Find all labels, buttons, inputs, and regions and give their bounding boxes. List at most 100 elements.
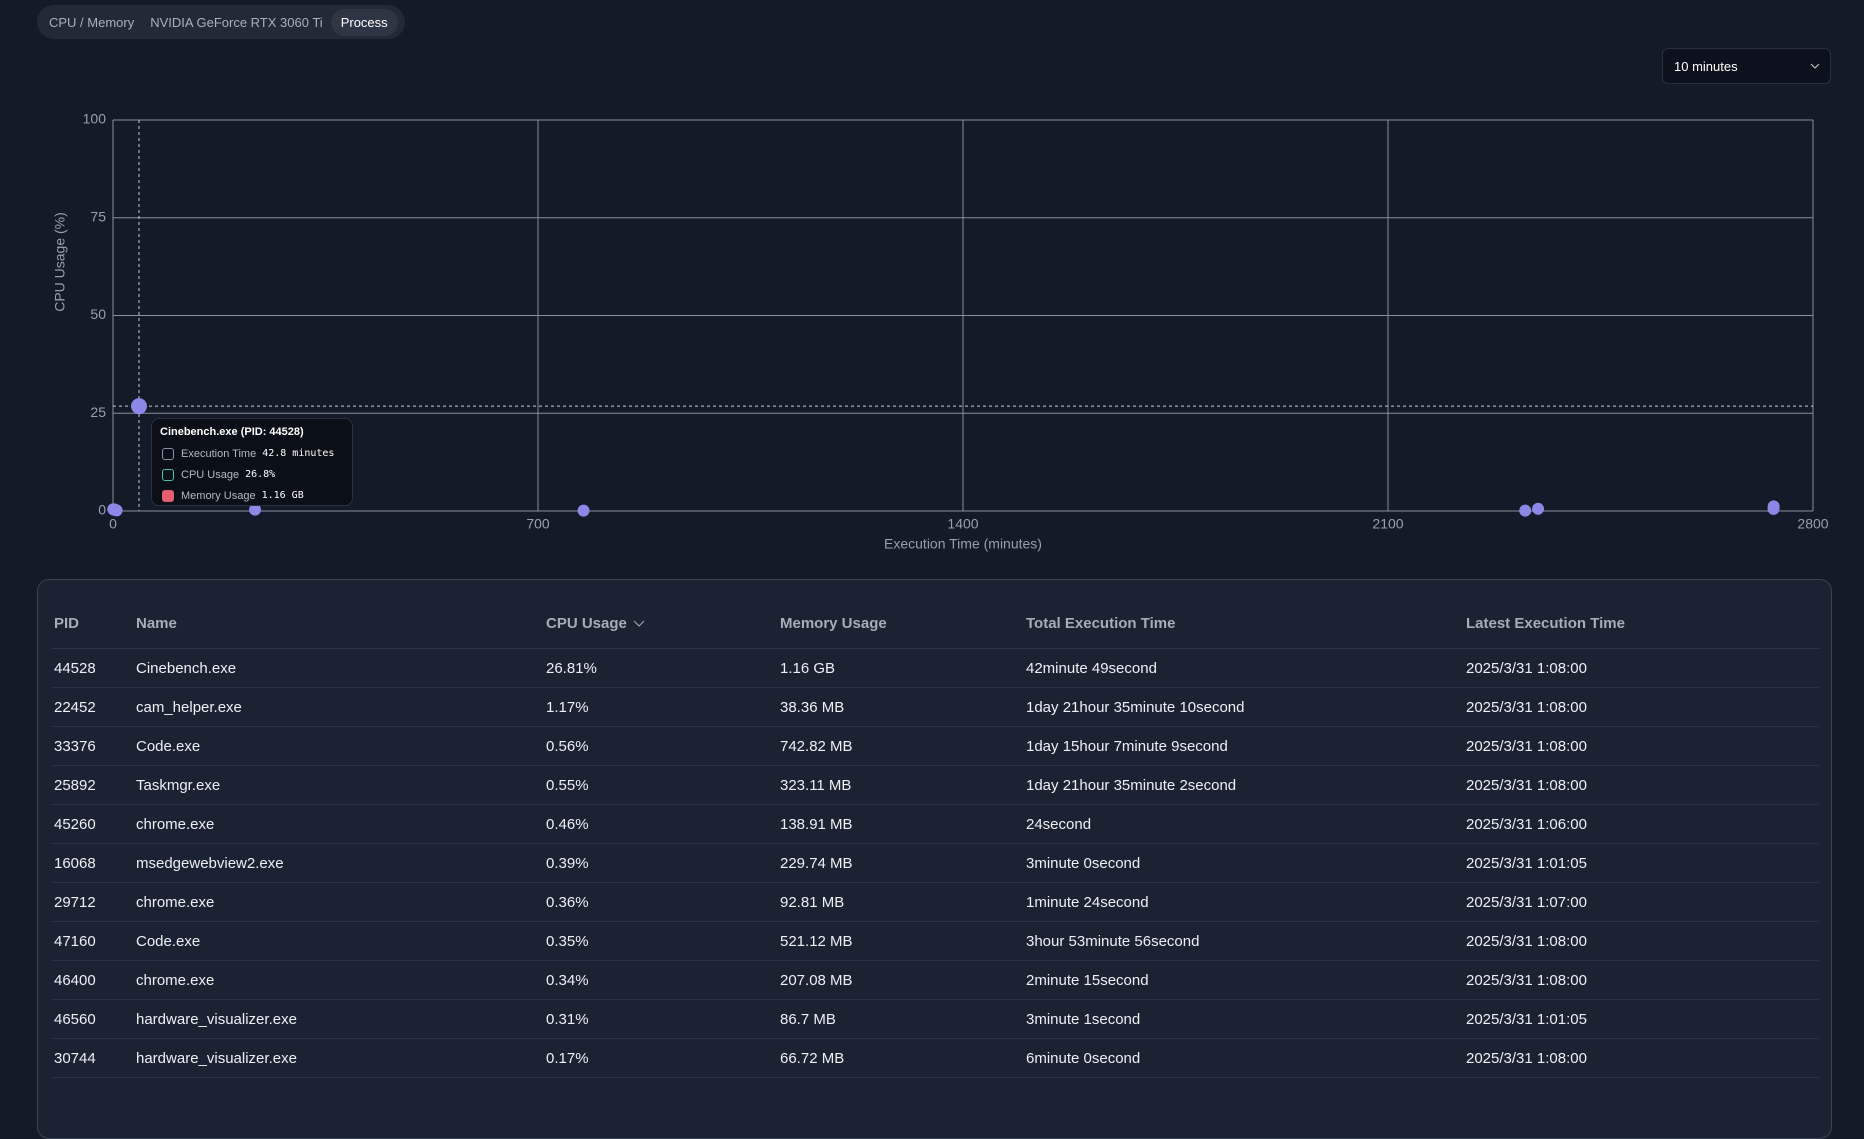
page: CPU / Memory NVIDIA GeForce RTX 3060 Ti … xyxy=(37,5,1832,1139)
tooltip: Cinebench.exe (PID: 44528) Execution Tim… xyxy=(151,418,353,506)
table-row[interactable]: 47160 Code.exe 0.35% 521.12 MB 3hour 53minut… xyxy=(52,921,1819,961)
table-cell: 46400 xyxy=(52,960,136,1000)
table-cell: 2025/3/31 1:06:00 xyxy=(1466,804,1819,844)
table-cell: 22452 xyxy=(52,687,136,727)
table-cell: 2025/3/31 1:08:00 xyxy=(1466,687,1819,727)
table-cell: 38.36 MB xyxy=(780,687,1026,727)
column-header[interactable]: CPU Usage xyxy=(546,598,780,649)
table-row[interactable]: 25892 Taskmgr.exe 0.55% 323.11 MB 1day 21hou… xyxy=(52,765,1819,805)
x-tick-label: 2800 xyxy=(1797,516,1828,532)
table-cell: 1day 21hour 35minute 2second xyxy=(1026,765,1466,805)
tab[interactable]: NVIDIA GeForce RTX 3060 Ti xyxy=(150,14,323,30)
table-row[interactable]: 30744 hardware_visualizer.exe 0.17% 66.72 M… xyxy=(52,1038,1819,1078)
table-cell: hardware_visualizer.exe xyxy=(136,1038,546,1078)
table-cell: 2025/3/31 1:08:00 xyxy=(1466,960,1819,1000)
table-cell: cam_helper.exe xyxy=(136,687,546,727)
point xyxy=(130,398,147,415)
table-cell: msedgewebview2.exe xyxy=(136,843,546,883)
table-cell: 2025/3/31 1:08:00 xyxy=(1466,765,1819,805)
table-cell: 0.55% xyxy=(546,765,780,805)
x-tick-label: 2100 xyxy=(1372,516,1403,532)
table-cell: 0.34% xyxy=(546,960,780,1000)
column-label: Name xyxy=(136,614,177,632)
table-cell: Code.exe xyxy=(136,726,546,766)
column-label: CPU Usage xyxy=(546,614,627,632)
tooltip-row: CPU Usage 26.8% xyxy=(160,464,344,485)
table-cell: 92.81 MB xyxy=(780,882,1026,922)
y-tick-label: 50 xyxy=(90,306,106,322)
table-cell: 207.08 MB xyxy=(780,960,1026,1000)
table-cell: Code.exe xyxy=(136,921,546,961)
column-label: Total Execution Time xyxy=(1026,614,1176,632)
table-cell: 2025/3/31 1:01:05 xyxy=(1466,999,1819,1039)
table-row[interactable]: 22452 cam_helper.exe 1.17% 38.36 MB 1day 21h… xyxy=(52,687,1819,727)
table-cell: 138.91 MB xyxy=(780,804,1026,844)
sort-icon xyxy=(633,620,645,627)
tab[interactable]: Process xyxy=(330,8,398,36)
table-cell: 0.46% xyxy=(546,804,780,844)
table-cell: 24second xyxy=(1026,804,1466,844)
table-cell: Cinebench.exe xyxy=(136,648,546,688)
table-cell: 1day 15hour 7minute 9second xyxy=(1026,726,1466,766)
table-row[interactable]: 44528 Cinebench.exe 26.81% 1.16 GB 42minute … xyxy=(52,648,1819,688)
table-cell: 2025/3/31 1:08:00 xyxy=(1466,1038,1819,1078)
table-cell: 1.16 GB xyxy=(780,648,1026,688)
table-cell: 1.17% xyxy=(546,687,780,727)
table-row[interactable]: 46400 chrome.exe 0.34% 207.08 MB 2minute 15s… xyxy=(52,960,1819,1000)
table-cell: 42minute 49second xyxy=(1026,648,1466,688)
tooltip-value: 26.8% xyxy=(245,469,276,480)
table-row[interactable]: 33376 Code.exe 0.56% 742.82 MB 1day 15hour 7… xyxy=(52,726,1819,766)
range-value: 10 minutes xyxy=(1674,58,1738,74)
table-cell: 3hour 53minute 56second xyxy=(1026,921,1466,961)
tab[interactable]: CPU / Memory xyxy=(49,14,135,30)
table-cell: Taskmgr.exe xyxy=(136,765,546,805)
table-cell: 33376 xyxy=(52,726,136,766)
table-row[interactable]: 16068 msedgewebview2.exe 0.39% 229.74 MB 3mi… xyxy=(52,843,1819,883)
table-cell: 44528 xyxy=(52,648,136,688)
chart: Execution Time (minutes) CPU Usage (%) 0… xyxy=(52,111,1829,552)
column-header[interactable]: Total Execution Time xyxy=(1026,598,1466,649)
table-cell: 86.7 MB xyxy=(780,999,1026,1039)
tooltip-row: Memory Usage 1.16 GB xyxy=(160,485,344,506)
header-row: PID Name CPU Usage Memory Usage Total Execut… xyxy=(52,598,1819,649)
point xyxy=(110,504,123,517)
tooltip-label: Execution Time xyxy=(181,447,257,460)
point xyxy=(249,503,262,516)
table-row[interactable]: 45260 chrome.exe 0.46% 138.91 MB 24second 202… xyxy=(52,804,1819,844)
table-cell: 2025/3/31 1:08:00 xyxy=(1466,648,1819,688)
tab-bar: CPU / Memory NVIDIA GeForce RTX 3060 Ti … xyxy=(37,5,405,39)
range-select[interactable]: 10 minutes xyxy=(1662,48,1831,84)
table-cell: 16068 xyxy=(52,843,136,883)
table-cell: hardware_visualizer.exe xyxy=(136,999,546,1039)
table-cell: 1day 21hour 35minute 10second xyxy=(1026,687,1466,727)
column-header[interactable]: Latest Execution Time xyxy=(1466,598,1819,649)
table-cell: 0.17% xyxy=(546,1038,780,1078)
table-cell: 3minute 0second xyxy=(1026,843,1466,883)
point xyxy=(1767,502,1780,515)
table-cell: 0.39% xyxy=(546,843,780,883)
table-cell: 45260 xyxy=(52,804,136,844)
table-row[interactable]: 29712 chrome.exe 0.36% 92.81 MB 1minute 24se… xyxy=(52,882,1819,922)
table-row[interactable]: 46560 hardware_visualizer.exe 0.31% 86.7 MB… xyxy=(52,999,1819,1039)
x-axis-title: Execution Time (minutes) xyxy=(884,536,1042,552)
table-cell: 0.36% xyxy=(546,882,780,922)
x-tick-label: 1400 xyxy=(947,516,978,532)
table-cell: chrome.exe xyxy=(136,960,546,1000)
tooltip-label: CPU Usage xyxy=(181,468,240,481)
tooltip-row: Execution Time 42.8 minutes xyxy=(160,443,344,464)
table-body: 44528 Cinebench.exe 26.81% 1.16 GB 42minute … xyxy=(52,648,1819,1078)
column-header[interactable]: Memory Usage xyxy=(780,598,1026,649)
y-tick-label: 100 xyxy=(83,111,107,127)
table-cell: 521.12 MB xyxy=(780,921,1026,961)
column-header[interactable]: PID xyxy=(52,598,136,649)
table-cell: 0.31% xyxy=(546,999,780,1039)
table-cell: chrome.exe xyxy=(136,804,546,844)
table-cell: 2025/3/31 1:07:00 xyxy=(1466,882,1819,922)
table-cell: 323.11 MB xyxy=(780,765,1026,805)
table-cell: 742.82 MB xyxy=(780,726,1026,766)
column-header[interactable]: Name xyxy=(136,598,546,649)
table-cell: 3minute 1second xyxy=(1026,999,1466,1039)
table-cell: 0.56% xyxy=(546,726,780,766)
table-cell: 0.35% xyxy=(546,921,780,961)
table-cell: 2025/3/31 1:08:00 xyxy=(1466,726,1819,766)
